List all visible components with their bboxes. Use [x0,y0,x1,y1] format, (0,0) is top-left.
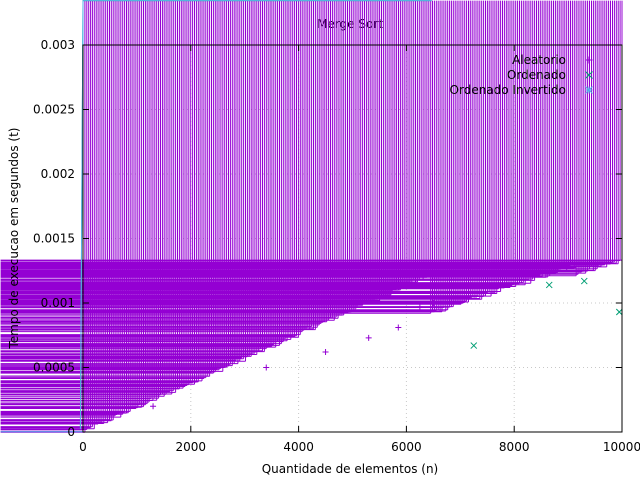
outlier-point [150,403,157,410]
x-tick-label: 0 [79,440,87,454]
x-tick-label: 6000 [391,440,422,454]
outlier-point [322,349,329,356]
legend-label: Aleatorio [512,53,566,67]
outlier-point [470,342,478,349]
x-tick-label: 10000 [603,440,640,454]
legend-item: Ordenado [507,68,593,82]
series-ordenado [80,1,623,432]
y-tick-label: 0.0025 [33,103,75,117]
y-tick-label: 0.001 [41,296,75,310]
legend-marker [585,86,593,94]
y-tick-label: 0.003 [41,38,75,52]
axis-ticks: 0 2000 4000 6000 8000 10000 0 0.0005 0.001 0.0015… [33,38,640,454]
x-tick-label: 2000 [176,440,207,454]
x-tick-label: 8000 [499,440,530,454]
outlier-point [580,277,588,285]
legend-item: Ordenado Invertido [450,83,593,97]
outlier-point [263,364,270,371]
y-tick-label: 0.0015 [33,232,75,246]
y-axis-label: Tempo de execucao em segundos (t) [7,128,21,350]
legend-marker [585,71,593,79]
legend-label: Ordenado Invertido [450,83,566,97]
legend-marker [585,56,593,64]
outlier-point [545,281,553,289]
legend-label: Ordenado [507,68,566,82]
outlier-point [615,308,623,316]
outlier-point [430,300,437,306]
outlier-point [395,324,402,331]
outlier-point [365,334,372,341]
outlier-point [416,303,423,310]
y-tick-label: 0.002 [41,167,75,181]
x-tick-label: 4000 [283,440,314,454]
y-tick-label: 0 [67,425,75,439]
y-tick-label: 0.0005 [33,361,75,375]
x-axis-label: Quantidade de elementos (n) [262,462,439,476]
legend-item: Aleatorio [512,53,593,67]
